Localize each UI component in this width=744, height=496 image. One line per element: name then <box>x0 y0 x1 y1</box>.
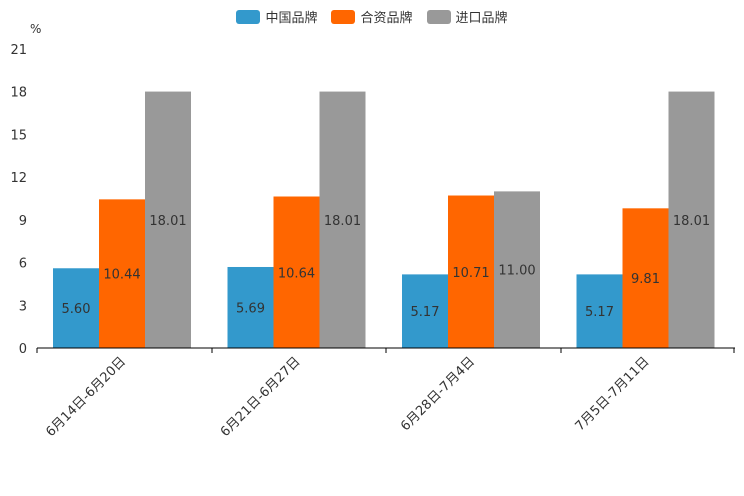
bar-china <box>402 274 448 348</box>
bar-china <box>576 274 623 348</box>
legend-swatch-jv <box>331 9 356 24</box>
x-tick-label: 6月14日-6月20日 <box>43 354 129 440</box>
legend: 中国品牌 合资品牌 进口品牌 <box>0 7 744 26</box>
data-label: 5.17 <box>411 305 440 320</box>
data-label: 11.00 <box>498 264 535 279</box>
bar-jv <box>448 195 494 348</box>
legend-item-jv[interactable]: 合资品牌 <box>331 7 413 26</box>
data-label: 18.01 <box>324 214 361 229</box>
data-label: 9.81 <box>631 272 660 287</box>
y-tick-label: 15 <box>10 128 27 143</box>
data-label: 10.64 <box>278 266 315 281</box>
bar-jv <box>273 196 320 348</box>
data-label: 5.69 <box>236 301 265 316</box>
legend-label-import: 进口品牌 <box>455 11 508 26</box>
data-label: 18.01 <box>149 214 186 229</box>
bar-jv <box>99 199 145 348</box>
data-label: 10.71 <box>452 266 489 281</box>
x-tick-label: 6月21日-6月27日 <box>218 354 304 440</box>
y-axis-unit: % <box>30 22 42 36</box>
legend-swatch-import <box>426 9 451 24</box>
bar-china <box>227 266 274 348</box>
legend-label-china: 中国品牌 <box>265 11 318 26</box>
bar-import <box>668 91 715 349</box>
legend-item-china[interactable]: 中国品牌 <box>236 7 317 26</box>
bar-jv <box>622 208 669 348</box>
y-tick-label: 9 <box>19 214 27 229</box>
y-tick-label: 0 <box>19 342 27 357</box>
data-label: 10.44 <box>103 268 140 283</box>
y-tick-label: 18 <box>10 86 27 101</box>
y-tick-label: 12 <box>10 171 27 186</box>
y-tick-label: 21 <box>10 43 27 58</box>
legend-item-import[interactable]: 进口品牌 <box>426 7 508 26</box>
bar-import <box>145 91 191 349</box>
legend-swatch-china <box>236 9 261 24</box>
bar-china <box>53 268 99 348</box>
legend-label-jv: 合资品牌 <box>360 11 413 26</box>
x-tick-label: 7月5日-7月11日 <box>573 354 653 434</box>
bar-import <box>494 191 540 348</box>
x-tick-label: 6月28日-7月4日 <box>398 354 478 434</box>
bar-import <box>319 91 366 349</box>
y-tick-label: 3 <box>19 299 27 314</box>
data-label: 5.60 <box>62 302 91 317</box>
data-label: 18.01 <box>673 214 710 229</box>
data-label: 5.17 <box>585 305 614 320</box>
y-tick-label: 6 <box>19 257 27 272</box>
